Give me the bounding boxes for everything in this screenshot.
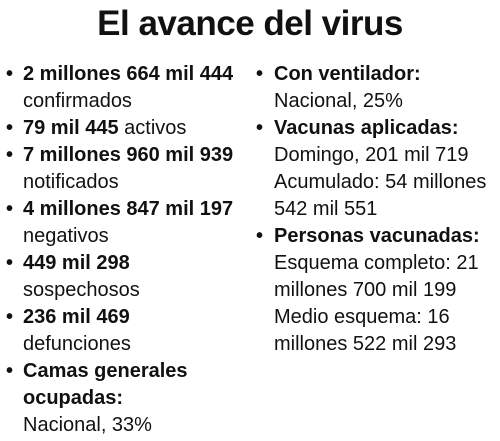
stat-heading: Vacunas aplicadas: (274, 117, 459, 139)
stat-detail: Esquema completo: 21 millones 700 mil 19… (274, 252, 479, 301)
bullet-icon: • (6, 63, 14, 85)
bullet-icon: • (256, 225, 264, 247)
stat-activos: • 79 mil 445 activos (6, 115, 250, 142)
stat-confirmados: • 2 millones 664 mil 444 confirmados (6, 61, 250, 115)
stats-right-list: • Con ventilador: Nacional, 25% • Vacuna… (256, 61, 500, 358)
stat-detail: Nacional, 25% (274, 90, 403, 112)
stat-label: notificados (23, 171, 119, 193)
page-title: El avance del virus (97, 4, 403, 43)
bullet-icon: • (6, 360, 14, 382)
stat-value: 79 mil 445 (23, 117, 119, 139)
stat-value: 4 millones 847 mil 197 (23, 198, 234, 220)
stat-negativos: • 4 millones 847 mil 197 negativos (6, 196, 250, 250)
bullet-icon: • (256, 63, 264, 85)
bullet-icon: • (6, 144, 14, 166)
stat-camas-generales: • Camas generales ocupadas: Nacional, 33… (6, 358, 250, 439)
stat-value: 236 mil 469 (23, 306, 130, 328)
stat-detail: Nacional, 33% (23, 414, 152, 436)
bullet-icon: • (6, 198, 14, 220)
stat-label: sospechosos (23, 279, 140, 301)
stat-heading: Personas vacunadas: (274, 225, 480, 247)
stat-detail: Acumulado: 54 millones 542 mil 551 (274, 171, 487, 220)
stat-detail: Medio esquema: 16 millones 522 mil 293 (274, 306, 457, 355)
bullet-icon: • (6, 306, 14, 328)
stat-value: 2 millones 664 mil 444 (23, 63, 234, 85)
stat-value: 449 mil 298 (23, 252, 130, 274)
stat-sospechosos: • 449 mil 298 sospechosos (6, 250, 250, 304)
stat-label: defunciones (23, 333, 131, 355)
stat-value: 7 millones 960 mil 939 (23, 144, 234, 166)
stat-personas-vacunadas: • Personas vacunadas: Esquema completo: … (256, 223, 500, 358)
bullet-icon: • (6, 117, 14, 139)
stat-con-ventilador: • Con ventilador: Nacional, 25% (256, 61, 500, 115)
stat-defunciones: • 236 mil 469 defunciones (6, 304, 250, 358)
stat-heading: Con ventilador: (274, 63, 421, 85)
stats-left-list: • 2 millones 664 mil 444 confirmados • 7… (6, 61, 250, 439)
stat-heading: Camas generales ocupadas: (23, 360, 188, 409)
stat-detail: Domingo, 201 mil 719 (274, 144, 469, 166)
stat-label: confirmados (23, 90, 132, 112)
stat-vacunas-aplicadas: • Vacunas aplicadas: Domingo, 201 mil 71… (256, 115, 500, 223)
bullet-icon: • (256, 117, 264, 139)
bullet-icon: • (6, 252, 14, 274)
stat-label: negativos (23, 225, 109, 247)
stat-label: activos (118, 117, 187, 139)
stat-notificados: • 7 millones 960 mil 939 notificados (6, 142, 250, 196)
